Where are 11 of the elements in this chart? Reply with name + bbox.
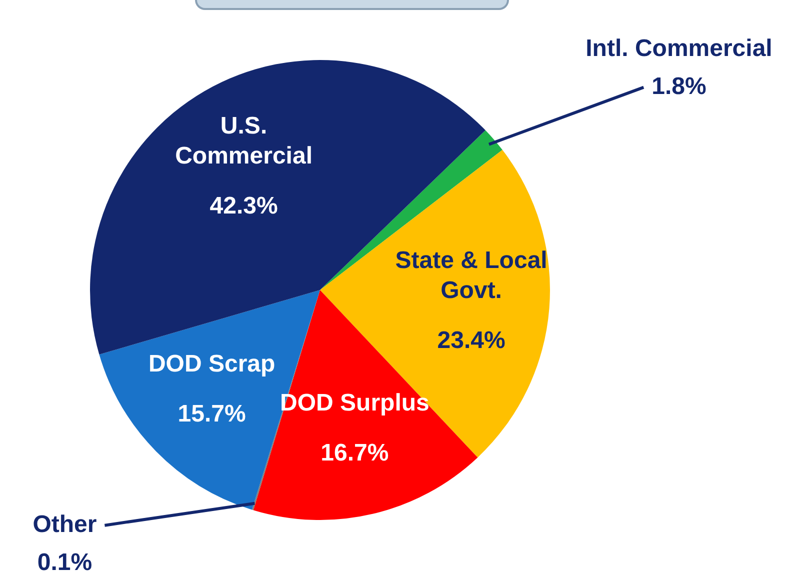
slice-label: Other bbox=[32, 510, 97, 538]
slice-label: U.S. Commercial bbox=[175, 112, 312, 170]
slice-label: DOD Scrap bbox=[148, 350, 276, 378]
data-label: 16.7% bbox=[320, 439, 389, 466]
data-label: 15.7% bbox=[178, 400, 246, 428]
data-label: 23.4% bbox=[437, 327, 506, 354]
data-label: 42.3% bbox=[210, 192, 278, 220]
slice-label: Intl. Commercial bbox=[586, 34, 772, 62]
slice-label: State & Local Govt. bbox=[395, 247, 548, 304]
data-label: 1.8% bbox=[652, 72, 706, 100]
data-label: 0.1% bbox=[37, 548, 92, 576]
